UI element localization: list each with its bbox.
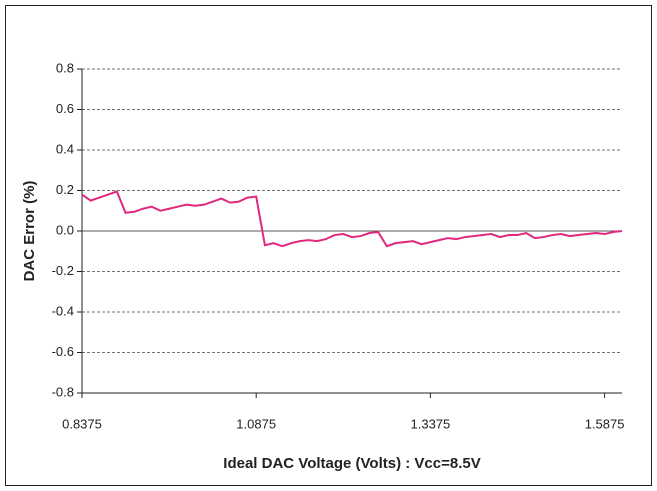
x-tick-label: 0.8375 (62, 416, 102, 431)
x-tick-label: 1.3375 (411, 416, 451, 431)
y-tick-label: 0.0 (56, 222, 74, 237)
y-tick-label: -0.6 (52, 344, 74, 359)
x-tick-label: 1.5875 (585, 416, 625, 431)
y-tick-label: -0.2 (52, 263, 74, 278)
y-tick-label: 0.2 (56, 182, 74, 197)
y-tick-label: -0.8 (52, 384, 74, 399)
y-tick-label: 0.8 (56, 60, 74, 75)
y-tick-label: 0.6 (56, 101, 74, 116)
y-tick-label: 0.4 (56, 141, 74, 156)
data-line (81, 190, 623, 248)
frame (5, 5, 652, 486)
x-axis-title: Ideal DAC Voltage (Volts) : Vcc=8.5V (223, 455, 480, 472)
y-tick-label: -0.4 (52, 303, 74, 318)
y-axis-title: DAC Error (%) (21, 181, 38, 282)
x-tick-label: 1.0875 (236, 416, 276, 431)
